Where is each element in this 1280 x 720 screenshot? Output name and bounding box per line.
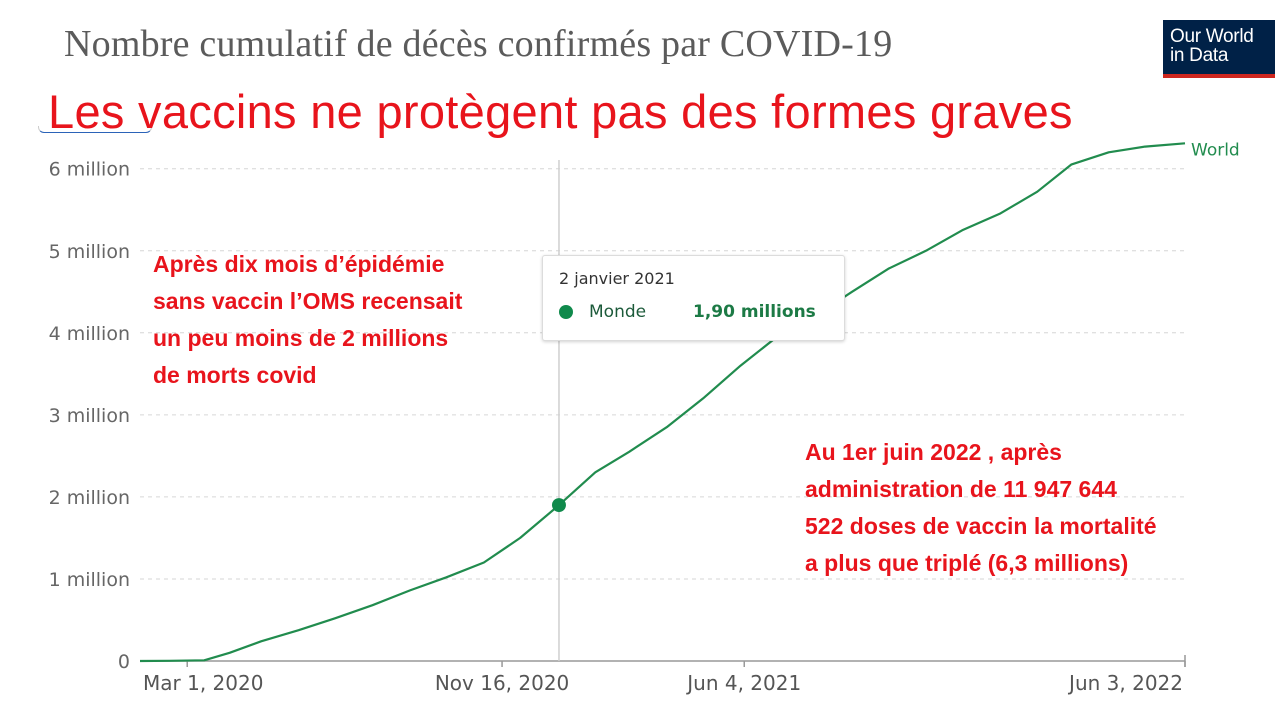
- hover-point: [551, 498, 566, 513]
- annotation-right-line: a plus que triplé (6,3 millions): [805, 550, 1129, 576]
- x-tick-label: Jun 4, 2021: [685, 671, 801, 695]
- series-label-world: World: [1191, 140, 1240, 160]
- y-tick-label: 1 million: [49, 569, 130, 591]
- y-tick-label: 0: [118, 651, 130, 673]
- y-tick-label: 6 million: [49, 159, 130, 181]
- x-tick-label: Nov 16, 2020: [435, 671, 569, 695]
- y-tick-label: 2 million: [49, 487, 130, 509]
- annotation-right-line: 522 doses de vaccin la mortalité: [805, 513, 1157, 539]
- annotation-left-line: sans vaccin l’OMS recensait: [153, 288, 463, 314]
- logo-line-1: Our World: [1170, 26, 1254, 47]
- y-tick-label: 3 million: [49, 405, 130, 427]
- y-tick-label: 4 million: [49, 323, 130, 345]
- annotation-right: Au 1er juin 2022 , après administration …: [805, 434, 1245, 582]
- y-tick-label: 5 million: [49, 241, 130, 263]
- annotation-left-line: un peu moins de 2 millions: [153, 325, 449, 351]
- annotation-left-line: de morts covid: [153, 362, 317, 388]
- annotation-right-line: Au 1er juin 2022 , après: [805, 439, 1062, 465]
- x-tick-label: Mar 1, 2020: [143, 671, 263, 695]
- owid-logo[interactable]: Our World in Data: [1163, 20, 1275, 78]
- tooltip-series-dot: [559, 305, 573, 319]
- annotation-left-line: Après dix mois d’épidémie: [153, 251, 445, 277]
- chart-title: Nombre cumulatif de décès confirmés par …: [64, 23, 893, 65]
- hover-tooltip: 2 janvier 2021 Monde 1,90 millions: [542, 255, 845, 341]
- headline: Les vaccins ne protègent pas des formes …: [48, 85, 1073, 138]
- tooltip-date: 2 janvier 2021: [559, 269, 675, 288]
- headline-band: [0, 78, 1280, 136]
- annotation-right-line: administration de 11 947 644: [805, 476, 1117, 502]
- tooltip-value: 1,90 millions: [693, 302, 816, 322]
- annotation-left: Après dix mois d’épidémie sans vaccin l’…: [153, 246, 533, 394]
- logo-line-2: in Data: [1170, 45, 1229, 66]
- tooltip-entity: Monde: [589, 302, 647, 322]
- x-tick-label: Jun 3, 2022: [1067, 671, 1183, 695]
- series-line-world: [139, 142, 1186, 663]
